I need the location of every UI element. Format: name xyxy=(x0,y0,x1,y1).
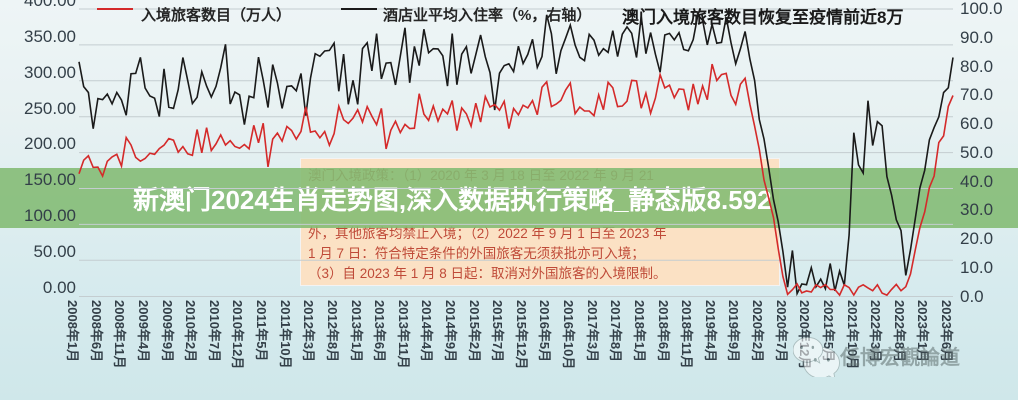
svg-text:任博宏觀論道: 任博宏觀論道 xyxy=(839,345,960,369)
